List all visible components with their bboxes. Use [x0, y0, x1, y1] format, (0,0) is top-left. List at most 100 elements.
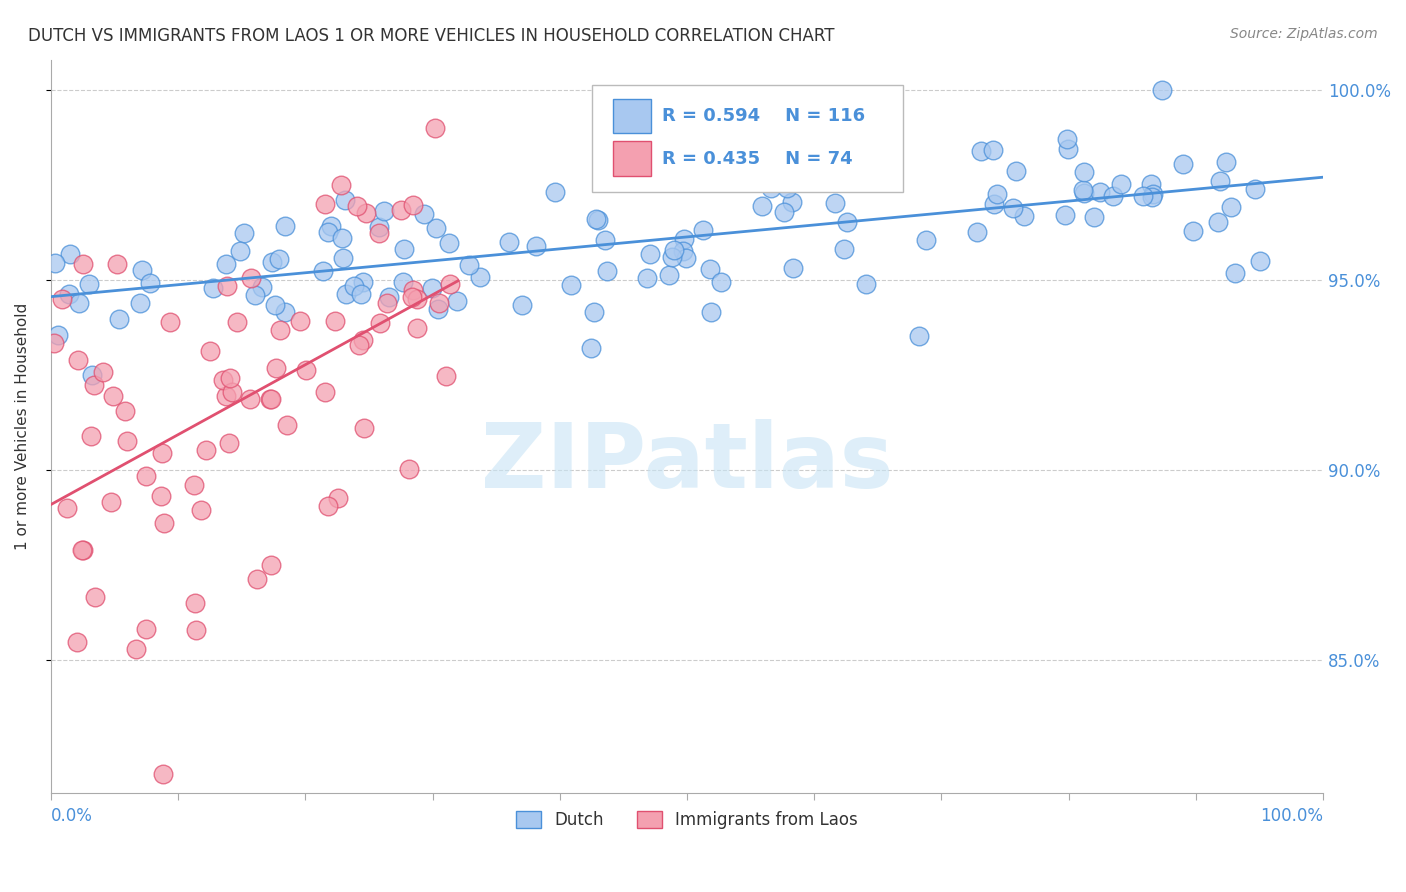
Point [373, 204, 395, 219]
Point [772, 205, 794, 219]
Point [855, 277, 877, 291]
Point [83, 377, 105, 392]
Point [1073, 165, 1095, 179]
Point [131, 262, 153, 277]
Point [274, 305, 297, 319]
Point [1071, 183, 1094, 197]
Point [391, 275, 413, 289]
Text: 0.0%: 0.0% [51, 807, 93, 825]
FancyBboxPatch shape [613, 99, 651, 133]
Point [636, 270, 658, 285]
Point [434, 368, 457, 383]
Point [153, 516, 176, 530]
Point [1208, 173, 1230, 187]
Point [1142, 186, 1164, 201]
Point [352, 333, 374, 347]
Point [673, 232, 696, 246]
Point [260, 558, 283, 572]
Point [398, 461, 420, 475]
Point [354, 206, 377, 220]
Point [229, 244, 252, 258]
Point [263, 297, 285, 311]
Point [394, 243, 416, 257]
Point [815, 159, 838, 173]
Point [699, 262, 721, 277]
Point [352, 275, 374, 289]
Point [367, 220, 389, 235]
Point [664, 243, 686, 257]
Point [1140, 190, 1163, 204]
Point [782, 261, 804, 276]
Point [44, 256, 66, 270]
Point [1140, 177, 1163, 191]
Point [312, 263, 335, 277]
Point [218, 435, 240, 450]
Point [1150, 83, 1173, 97]
Point [1219, 200, 1241, 214]
Point [401, 290, 423, 304]
Point [583, 305, 606, 319]
Point [672, 244, 695, 258]
Point [274, 219, 297, 234]
Point [240, 271, 263, 285]
Point [129, 296, 152, 310]
Point [186, 624, 208, 638]
Point [544, 185, 567, 199]
Point [159, 315, 181, 329]
Point [260, 255, 283, 269]
Point [1102, 189, 1125, 203]
Point [259, 392, 281, 406]
Point [323, 314, 346, 328]
Point [198, 344, 221, 359]
Text: R = 0.594    N = 116: R = 0.594 N = 116 [662, 107, 865, 125]
Point [346, 199, 368, 213]
Text: R = 0.435    N = 74: R = 0.435 N = 74 [662, 150, 852, 168]
Point [326, 491, 349, 505]
Point [42, 336, 65, 351]
Point [152, 446, 174, 460]
Point [260, 392, 283, 407]
Text: 100.0%: 100.0% [1260, 807, 1323, 825]
Point [824, 195, 846, 210]
Text: ZIPatlas: ZIPatlas [481, 418, 893, 507]
Point [83, 591, 105, 605]
Point [1053, 208, 1076, 222]
Point [67, 296, 90, 310]
Point [402, 198, 425, 212]
Point [710, 275, 733, 289]
Point [105, 257, 128, 271]
Point [470, 270, 492, 285]
Y-axis label: 1 or more Vehicles in Household: 1 or more Vehicles in Household [15, 302, 30, 549]
Point [314, 196, 336, 211]
Point [218, 370, 240, 384]
Point [202, 281, 225, 295]
Point [1088, 186, 1111, 200]
Point [82, 368, 104, 382]
Point [658, 268, 681, 282]
Point [759, 181, 782, 195]
Point [67, 353, 90, 368]
Point [780, 194, 803, 209]
Point [335, 287, 357, 301]
Text: Source: ZipAtlas.com: Source: ZipAtlas.com [1230, 27, 1378, 41]
Point [183, 478, 205, 492]
Point [211, 373, 233, 387]
Point [969, 144, 991, 158]
Point [353, 421, 375, 435]
Point [318, 499, 340, 513]
Point [692, 223, 714, 237]
Point [264, 360, 287, 375]
Point [512, 298, 534, 312]
Point [91, 365, 114, 379]
Point [405, 321, 427, 335]
Point [72, 542, 94, 557]
Point [776, 180, 799, 194]
Point [318, 225, 340, 239]
Point [457, 258, 479, 272]
Point [638, 246, 661, 260]
Point [425, 120, 447, 135]
Point [150, 489, 173, 503]
Point [1005, 164, 1028, 178]
Point [347, 338, 370, 352]
Point [66, 635, 89, 649]
